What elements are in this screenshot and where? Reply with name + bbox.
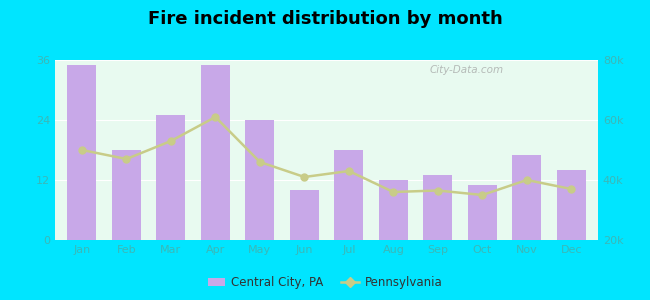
Bar	[68, 65, 96, 240]
Bar	[557, 170, 586, 240]
Bar	[379, 180, 408, 240]
Bar	[246, 120, 274, 240]
Text: Fire incident distribution by month: Fire incident distribution by month	[148, 11, 502, 28]
Bar	[201, 65, 230, 240]
Legend: Central City, PA, Pennsylvania: Central City, PA, Pennsylvania	[203, 272, 447, 294]
Bar	[468, 185, 497, 240]
Bar	[334, 150, 363, 240]
Text: City-Data.com: City-Data.com	[430, 65, 504, 75]
Bar	[423, 175, 452, 240]
Bar	[157, 115, 185, 240]
Bar	[512, 155, 541, 240]
Bar	[112, 150, 141, 240]
Bar	[290, 190, 319, 240]
